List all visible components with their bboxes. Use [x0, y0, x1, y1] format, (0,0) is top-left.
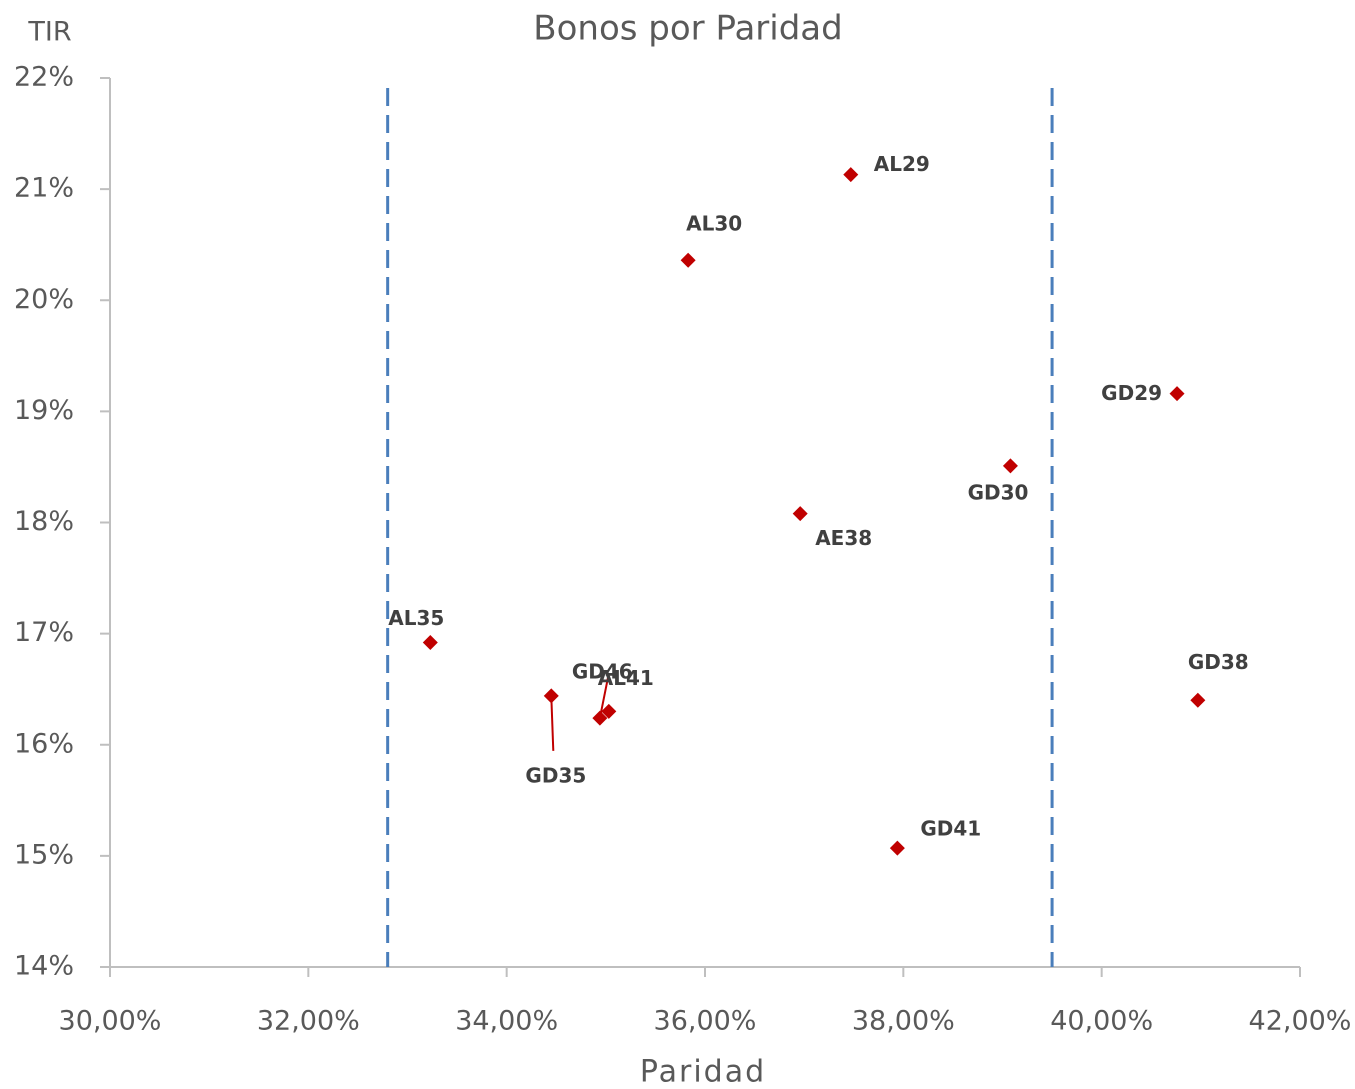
point [601, 703, 617, 719]
x-axis-title: Paridad [640, 1055, 766, 1089]
y-tick-label: 20% [14, 284, 74, 315]
y-axis-title: TIR [27, 17, 71, 48]
x-tick-label: 42,00% [1249, 1006, 1352, 1037]
y-tick-label: 21% [14, 173, 74, 204]
data-label: GD46 [572, 660, 633, 684]
chart-title: Bonos por Paridad [533, 9, 842, 49]
data-label: AE38 [815, 526, 872, 550]
leader-line [598, 677, 609, 719]
data-label: AL35 [388, 606, 444, 630]
y-tick-label: 18% [14, 506, 74, 537]
point [843, 167, 859, 183]
point [1190, 692, 1206, 708]
point [1002, 458, 1018, 474]
data-label: GD41 [920, 817, 981, 841]
y-tick-label: 22% [14, 62, 74, 93]
y-tick-label: 19% [14, 395, 74, 426]
x-tick-label: 34,00% [455, 1006, 558, 1037]
x-tick-label: 36,00% [654, 1006, 757, 1037]
data-label: AL41 [598, 666, 654, 690]
point [592, 710, 608, 726]
point [1169, 386, 1185, 402]
leader-line [550, 695, 555, 751]
y-tick-label: 16% [14, 728, 74, 759]
point [422, 635, 438, 651]
x-tick-label: 30,00% [59, 1006, 162, 1037]
point [889, 840, 905, 856]
x-tick-label: 40,00% [1050, 1006, 1153, 1037]
point [680, 252, 696, 268]
data-label: GD30 [968, 480, 1029, 504]
point [792, 506, 808, 522]
x-tick-label: 32,00% [257, 1006, 360, 1037]
y-tick-label: 17% [14, 617, 74, 648]
y-tick-label: 15% [14, 839, 74, 870]
point [543, 688, 559, 704]
y-tick-label: 14% [14, 951, 74, 982]
data-label: GD35 [525, 763, 586, 787]
data-label: GD38 [1188, 650, 1249, 674]
data-label: GD29 [1101, 381, 1162, 405]
x-tick-label: 38,00% [852, 1006, 955, 1037]
data-label: AL30 [686, 212, 742, 236]
data-label: AL29 [874, 152, 930, 176]
